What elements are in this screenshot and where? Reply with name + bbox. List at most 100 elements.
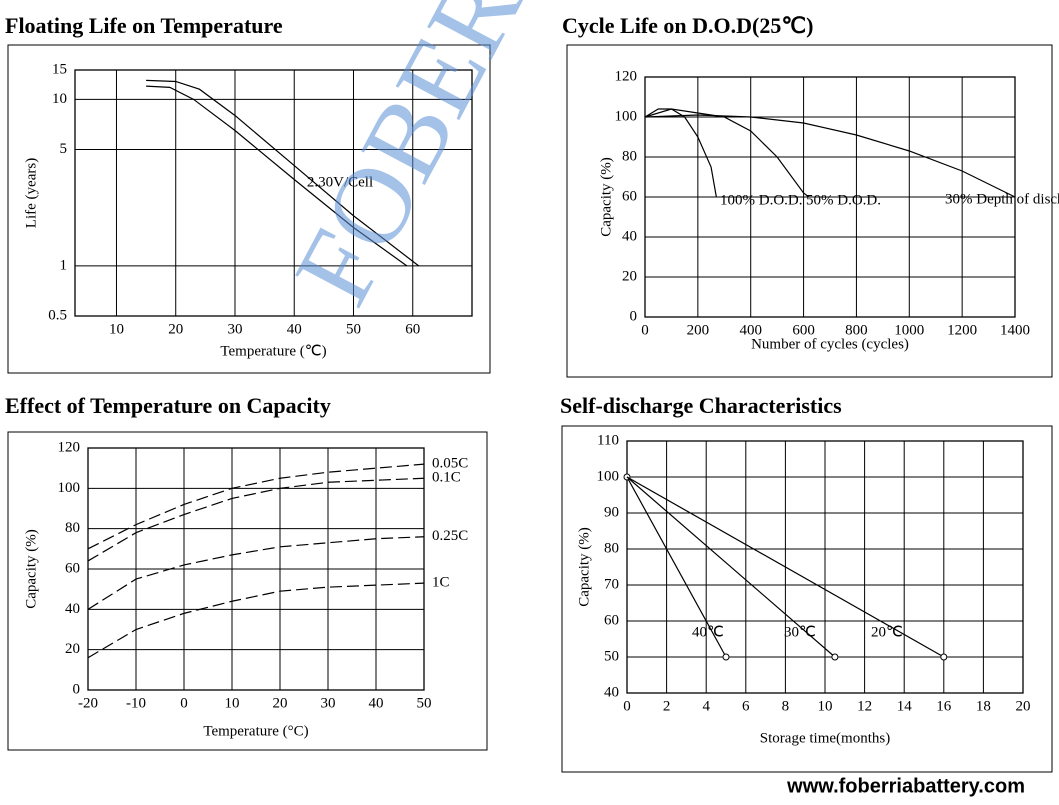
- x-tick-label: 8: [782, 698, 790, 714]
- x-tick-label: 20: [168, 321, 183, 337]
- y-tick-label: 90: [604, 504, 619, 520]
- x-tick-label: 16: [936, 698, 952, 714]
- y-tick-label: 1: [60, 257, 68, 273]
- x-tick-label: 600: [792, 322, 815, 338]
- y-tick-label: 0.5: [48, 307, 67, 323]
- y-tick-label: 80: [604, 540, 619, 556]
- y-tick-label: 40: [604, 684, 619, 700]
- y-tick-label: 20: [622, 268, 637, 284]
- x-tick-label: 20: [1016, 698, 1031, 714]
- point-marker: [722, 653, 730, 661]
- chart-title: Cycle Life on D.O.D(25℃): [562, 13, 813, 38]
- y-tick-label: 50: [604, 648, 619, 664]
- x-tick-label: 40: [369, 695, 384, 711]
- y-tick-label: 20: [65, 641, 80, 657]
- chart-frame: [561, 425, 1053, 773]
- y-tick-label: 100: [58, 480, 81, 496]
- y-tick-label: 70: [604, 576, 619, 592]
- chart-frame: [566, 44, 1053, 378]
- y-axis-label: Capacity (%): [598, 157, 614, 237]
- series-line: [87, 463, 425, 550]
- plot-area: [626, 440, 1024, 694]
- chart-title: Self-discharge Characteristics: [560, 393, 842, 418]
- x-axis-label: Number of cycles (cycles): [751, 336, 909, 352]
- y-tick-label: 100: [615, 108, 638, 124]
- plot-area: [74, 69, 473, 317]
- y-tick-label: 60: [65, 560, 80, 576]
- x-tick-label: 60: [405, 321, 420, 337]
- y-tick-label: 0: [630, 308, 638, 324]
- annotation: 2.30V/Cell: [307, 174, 373, 190]
- x-tick-label: 10: [818, 698, 833, 714]
- plot-area: [87, 447, 425, 691]
- series-label: 100% D.O.D.: [720, 192, 803, 208]
- x-tick-label: 14: [897, 698, 913, 714]
- series-label: 50% D.O.D.: [806, 192, 881, 208]
- y-tick-label: 10: [52, 91, 67, 107]
- x-tick-label: 18: [976, 698, 991, 714]
- y-tick-label: 60: [622, 188, 637, 204]
- x-tick-label: 400: [739, 322, 762, 338]
- series-label: 30% Depth of discharge: [945, 191, 1059, 207]
- x-tick-label: 10: [225, 695, 240, 711]
- x-tick-label: 0: [180, 695, 188, 711]
- x-tick-label: 30: [227, 321, 242, 337]
- x-tick-label: 200: [687, 322, 710, 338]
- x-tick-label: 1400: [1000, 322, 1030, 338]
- y-tick-label: 100: [597, 468, 620, 484]
- series-label: 20℃: [871, 624, 903, 640]
- series-label: 0.05C: [432, 456, 468, 472]
- y-tick-label: 80: [65, 520, 80, 536]
- series-label: 30℃: [784, 624, 816, 640]
- y-tick-label: 120: [58, 439, 81, 455]
- y-tick-label: 120: [615, 68, 638, 84]
- x-axis-label: Temperature (°C): [203, 723, 308, 739]
- y-axis-label: Capacity (%): [576, 527, 592, 607]
- x-tick-label: 2: [663, 698, 671, 714]
- x-tick-label: 0: [641, 322, 649, 338]
- x-tick-label: 10: [109, 321, 124, 337]
- series-line: [87, 536, 425, 610]
- series-line: [626, 476, 836, 658]
- x-tick-label: 50: [346, 321, 361, 337]
- x-axis-label: Temperature (℃): [220, 343, 326, 359]
- x-tick-label: 1000: [894, 322, 924, 338]
- series-line: [146, 85, 408, 267]
- x-tick-label: 40: [287, 321, 302, 337]
- x-tick-label: -10: [126, 695, 146, 711]
- chart-frame: [7, 44, 491, 374]
- x-tick-label: 30: [321, 695, 336, 711]
- y-tick-label: 60: [604, 612, 619, 628]
- point-marker: [831, 653, 839, 661]
- chart-frame: [7, 431, 488, 751]
- series-label: 1C: [432, 575, 450, 591]
- x-tick-label: 50: [417, 695, 432, 711]
- y-tick-label: 80: [622, 148, 637, 164]
- chart-title: Floating Life on Temperature: [5, 13, 283, 38]
- series-line: [626, 476, 945, 658]
- series-line: [644, 108, 717, 198]
- x-tick-label: 6: [742, 698, 750, 714]
- series-line: [87, 477, 425, 562]
- y-tick-label: 15: [52, 61, 67, 77]
- chart-title: Effect of Temperature on Capacity: [5, 393, 331, 418]
- series-label: 0.25C: [432, 528, 468, 544]
- x-tick-label: 4: [702, 698, 710, 714]
- y-tick-label: 40: [65, 601, 80, 617]
- series-line: [626, 476, 727, 658]
- y-tick-label: 0: [73, 681, 81, 697]
- website: www.foberriabattery.com: [786, 775, 1025, 797]
- watermark: FOBERR: [271, 0, 580, 323]
- y-tick-label: 40: [622, 228, 637, 244]
- series-label: 0.1C: [432, 470, 461, 486]
- series-line: [644, 114, 1016, 198]
- x-axis-label: Storage time(months): [760, 730, 890, 746]
- series-line: [87, 582, 425, 659]
- x-tick-label: 1200: [947, 322, 977, 338]
- x-tick-label: 0: [623, 698, 631, 714]
- x-tick-label: 800: [845, 322, 868, 338]
- y-tick-label: 110: [597, 432, 619, 448]
- y-tick-label: 5: [60, 141, 68, 157]
- series-line: [146, 79, 420, 267]
